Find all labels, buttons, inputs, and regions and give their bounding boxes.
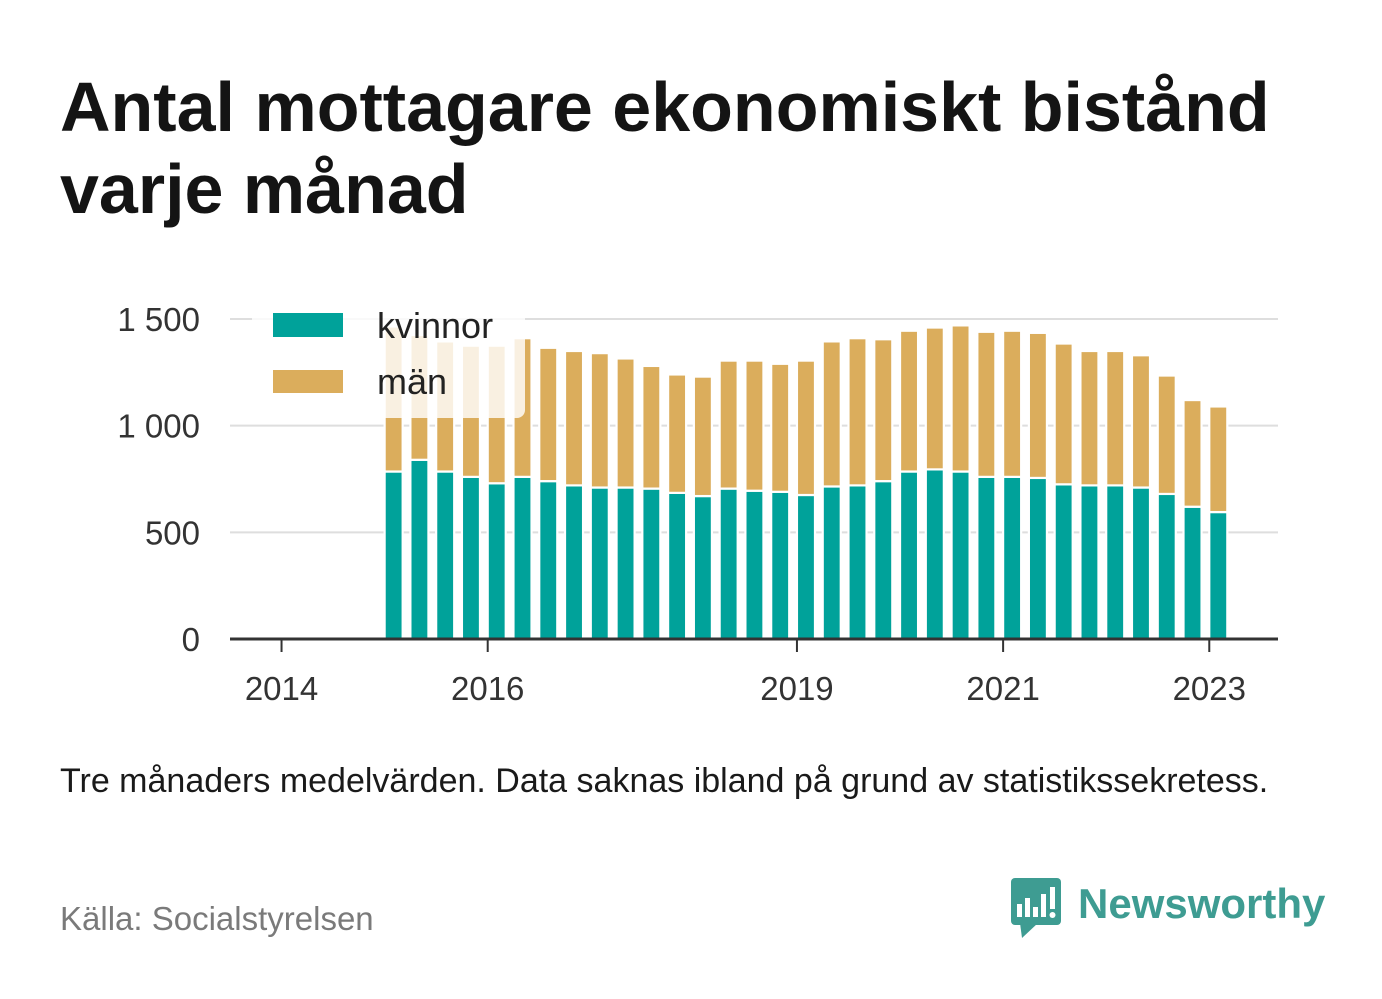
bar-kvinnor-2017-10 xyxy=(666,491,688,641)
bar-kvinnor-2018-01 xyxy=(692,494,714,641)
bar-man-2018-10 xyxy=(770,362,791,493)
brand-logo: Newsworthy xyxy=(1011,878,1325,940)
bar-kvinnor-2022-04 xyxy=(1130,486,1152,641)
bar-kvinnor-2017-04 xyxy=(615,486,636,641)
bar-man-2017-04 xyxy=(615,357,636,489)
bar-man-2019-10 xyxy=(873,338,894,483)
bar-man-2016-07 xyxy=(538,346,559,483)
bar-man-2018-01 xyxy=(692,375,714,498)
bar-man-2022-07 xyxy=(1156,374,1177,496)
bar-kvinnor-2022-07 xyxy=(1156,492,1177,641)
bar-kvinnor-2016-07 xyxy=(538,480,559,641)
bar-kvinnor-2019-10 xyxy=(873,480,894,641)
bar-man-2017-07 xyxy=(641,364,662,490)
bar-man-2021-04 xyxy=(1027,331,1049,480)
chart-title: Antal mottagare ekonomiskt bistånd varje… xyxy=(60,68,1270,228)
bar-kvinnor-2019-07 xyxy=(847,484,868,641)
bar-man-2021-01 xyxy=(1002,329,1023,478)
x-tick-label-2021: 2021 xyxy=(966,670,1039,707)
y-tick-label-1500: 1 500 xyxy=(117,301,200,338)
bar-man-2019-04 xyxy=(821,340,842,488)
chart-note: Tre månaders medelvärden. Data saknas ib… xyxy=(60,762,1269,800)
bar-kvinnor-2016-10 xyxy=(563,484,585,641)
bar-man-2018-04 xyxy=(718,359,739,490)
bar-man-2020-10 xyxy=(976,330,997,478)
bar-man-2020-04 xyxy=(924,326,945,471)
legend-swatch-man xyxy=(273,370,343,393)
y-tick-label-500: 500 xyxy=(145,514,200,551)
bar-man-2022-01 xyxy=(1105,349,1126,487)
x-tick-label-2014: 2014 xyxy=(245,670,318,707)
x-tick-label-2019: 2019 xyxy=(760,670,833,707)
bar-man-2018-07 xyxy=(744,359,765,492)
bar-kvinnor-2015-04 xyxy=(409,458,430,641)
bar-man-2019-01 xyxy=(795,359,817,497)
bar-kvinnor-2020-04 xyxy=(924,468,945,641)
y-tick-label-0: 0 xyxy=(182,621,200,658)
bar-kvinnor-2017-07 xyxy=(641,487,662,641)
bar-kvinnor-2020-07 xyxy=(950,470,971,641)
bar-kvinnor-2018-10 xyxy=(770,490,791,641)
bar-kvinnor-2016-01 xyxy=(486,482,507,641)
legend-item-man: män xyxy=(273,361,447,402)
bar-man-2016-10 xyxy=(563,349,585,487)
bar-kvinnor-2021-10 xyxy=(1079,484,1100,641)
bar-kvinnor-2019-01 xyxy=(795,493,817,641)
bar-kvinnor-2020-01 xyxy=(898,470,920,641)
bar-kvinnor-2016-04 xyxy=(512,475,533,641)
bar-man-2017-10 xyxy=(666,373,688,494)
source-credit: Källa: Socialstyrelsen xyxy=(60,900,374,937)
bar-man-2017-01 xyxy=(589,352,610,489)
newsworthy-logo-icon xyxy=(1011,878,1061,938)
x-tick-label-2023: 2023 xyxy=(1173,670,1246,707)
brand-name: Newsworthy xyxy=(1078,880,1326,927)
bar-kvinnor-2022-10 xyxy=(1182,505,1203,641)
bar-kvinnor-2021-01 xyxy=(1002,475,1023,641)
bar-man-2022-10 xyxy=(1182,398,1203,508)
y-tick-label-1000: 1 000 xyxy=(117,408,200,445)
x-axis: 2014 2016 2019 2021 2023 xyxy=(230,637,1278,707)
x-tick-label-2016: 2016 xyxy=(451,670,524,707)
bar-kvinnor-2021-07 xyxy=(1053,483,1074,641)
legend-item-kvinnor: kvinnor xyxy=(273,305,493,346)
bar-man-2021-07 xyxy=(1053,342,1074,486)
bar-man-2020-01 xyxy=(898,329,920,473)
bar-kvinnor-2015-01 xyxy=(383,470,404,641)
chart-plot: 0 500 1 000 1 500 2014 2016 2019 2021 2023 kvin… xyxy=(117,301,1278,707)
bar-kvinnor-2022-01 xyxy=(1105,484,1126,641)
bar-kvinnor-2018-07 xyxy=(744,489,765,641)
bar-man-2022-04 xyxy=(1130,354,1152,489)
legend-label-man: män xyxy=(377,361,447,402)
bar-kvinnor-2023-01 xyxy=(1208,510,1229,641)
legend: kvinnor män xyxy=(252,302,525,418)
bar-kvinnor-2018-04 xyxy=(718,487,739,641)
bar-kvinnor-2021-04 xyxy=(1027,476,1049,641)
legend-label-kvinnor: kvinnor xyxy=(377,305,493,346)
bar-man-2020-07 xyxy=(950,324,971,473)
bar-kvinnor-2015-07 xyxy=(435,470,456,641)
legend-swatch-kvinnor xyxy=(273,313,343,337)
bar-kvinnor-2020-10 xyxy=(976,475,997,641)
y-axis-labels: 0 500 1 000 1 500 xyxy=(117,301,200,658)
bar-kvinnor-2015-10 xyxy=(460,475,482,641)
bar-man-2019-07 xyxy=(847,337,868,487)
bar-man-2021-10 xyxy=(1079,349,1100,487)
bar-kvinnor-2017-01 xyxy=(589,486,610,641)
bar-kvinnor-2019-04 xyxy=(821,485,842,641)
bar-man-2023-01 xyxy=(1208,405,1229,514)
